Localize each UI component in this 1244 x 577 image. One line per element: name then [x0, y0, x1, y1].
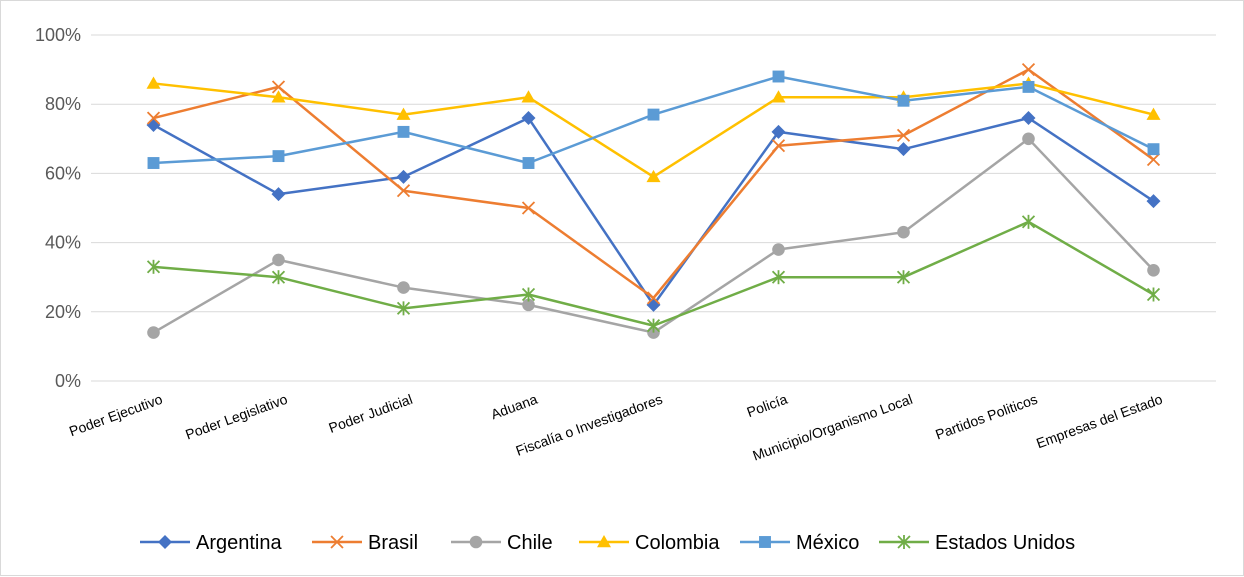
x-axis-ticks: Poder Ejecutivo Poder Legislativo Poder Ju…: [67, 391, 1165, 464]
marker-circle: [1022, 132, 1035, 146]
marker-x: [771, 139, 786, 153]
marker-triangle: [597, 535, 611, 548]
y-tick-label: 100%: [35, 25, 81, 45]
marker-x: [646, 291, 661, 305]
y-tick-label: 40%: [45, 233, 81, 253]
legend-label: Chile: [507, 532, 553, 554]
marker-diamond: [396, 169, 411, 184]
marker-star: [896, 270, 911, 285]
marker-diamond: [771, 124, 786, 139]
marker-square: [272, 150, 285, 163]
legend-item: Estados Unidos: [879, 532, 1075, 554]
legend-label: México: [796, 532, 859, 554]
marker-star: [146, 259, 161, 274]
marker-diamond: [896, 142, 911, 157]
marker-star: [771, 270, 786, 285]
marker-diamond: [158, 535, 172, 549]
series-line-argentina: [152, 116, 1155, 307]
legend-item: México: [740, 532, 859, 554]
legend-label: Brasil: [368, 532, 418, 554]
x-tick-label: Empresas del Estado: [1034, 391, 1165, 452]
marker-circle: [147, 326, 160, 339]
marker-diamond: [1021, 111, 1036, 126]
series-markers: [146, 63, 1161, 339]
x-tick-label: Poder Ejecutivo: [67, 391, 165, 440]
legend-item: Colombia: [579, 532, 720, 554]
marker-x: [1021, 63, 1036, 77]
legend-item: Argentina: [140, 532, 282, 554]
x-tick-label: Aduana: [489, 391, 540, 423]
marker-square: [759, 536, 771, 548]
marker-star: [521, 287, 536, 302]
marker-diamond: [1146, 194, 1161, 209]
y-tick-label: 80%: [45, 94, 81, 114]
x-tick-label: Policía: [745, 391, 790, 420]
legend-label: Estados Unidos: [935, 532, 1075, 554]
marker-star: [271, 270, 286, 285]
marker-square: [1022, 80, 1035, 93]
marker-star: [396, 301, 411, 316]
y-axis-ticks: 0% 20% 40% 60% 80% 100%: [35, 25, 81, 391]
marker-triangle: [646, 169, 661, 183]
marker-square: [1147, 143, 1160, 156]
marker-square: [772, 70, 785, 83]
marker-x: [146, 111, 161, 125]
y-tick-label: 20%: [45, 302, 81, 322]
marker-circle: [1147, 263, 1160, 277]
marker-square: [397, 125, 410, 138]
marker-circle: [897, 225, 910, 239]
legend: Argentina Brasil Chile Colombia México Estado…: [140, 532, 1075, 554]
x-tick-label: Poder Judicial: [326, 391, 414, 436]
marker-triangle: [146, 76, 161, 89]
marker-triangle: [396, 107, 411, 120]
marker-circle: [772, 243, 785, 256]
marker-star: [646, 318, 661, 333]
legend-label: Argentina: [196, 532, 282, 554]
marker-diamond: [146, 117, 161, 132]
marker-x: [521, 201, 536, 215]
x-tick-label: Poder Legislativo: [183, 391, 290, 443]
marker-square: [647, 108, 660, 121]
marker-x: [330, 535, 344, 549]
marker-triangle: [771, 90, 786, 103]
marker-star: [1021, 214, 1036, 229]
marker-diamond: [271, 187, 286, 202]
marker-triangle: [521, 90, 536, 103]
marker-circle: [272, 253, 285, 267]
marker-square: [147, 157, 160, 169]
marker-triangle: [1146, 107, 1161, 120]
marker-circle: [397, 281, 410, 294]
marker-square: [522, 157, 535, 169]
marker-diamond: [521, 111, 536, 126]
y-tick-label: 60%: [45, 163, 81, 183]
y-tick-label: 0%: [55, 371, 81, 391]
series-line-colombia: [153, 82, 1154, 179]
marker-x: [396, 184, 411, 198]
marker-x: [896, 128, 911, 142]
marker-triangle: [271, 90, 286, 103]
x-tick-label: Partidos Politicos: [933, 391, 1039, 443]
legend-item: Chile: [451, 532, 553, 554]
marker-x: [1146, 152, 1161, 167]
marker-star: [1146, 287, 1161, 302]
marker-circle: [522, 298, 535, 312]
marker-star: [897, 535, 911, 549]
marker-square: [897, 94, 910, 107]
legend-item: Brasil: [312, 532, 418, 554]
marker-circle: [469, 535, 483, 549]
gridlines: [91, 34, 1216, 382]
legend-label: Colombia: [635, 532, 720, 554]
marker-x: [271, 80, 286, 94]
